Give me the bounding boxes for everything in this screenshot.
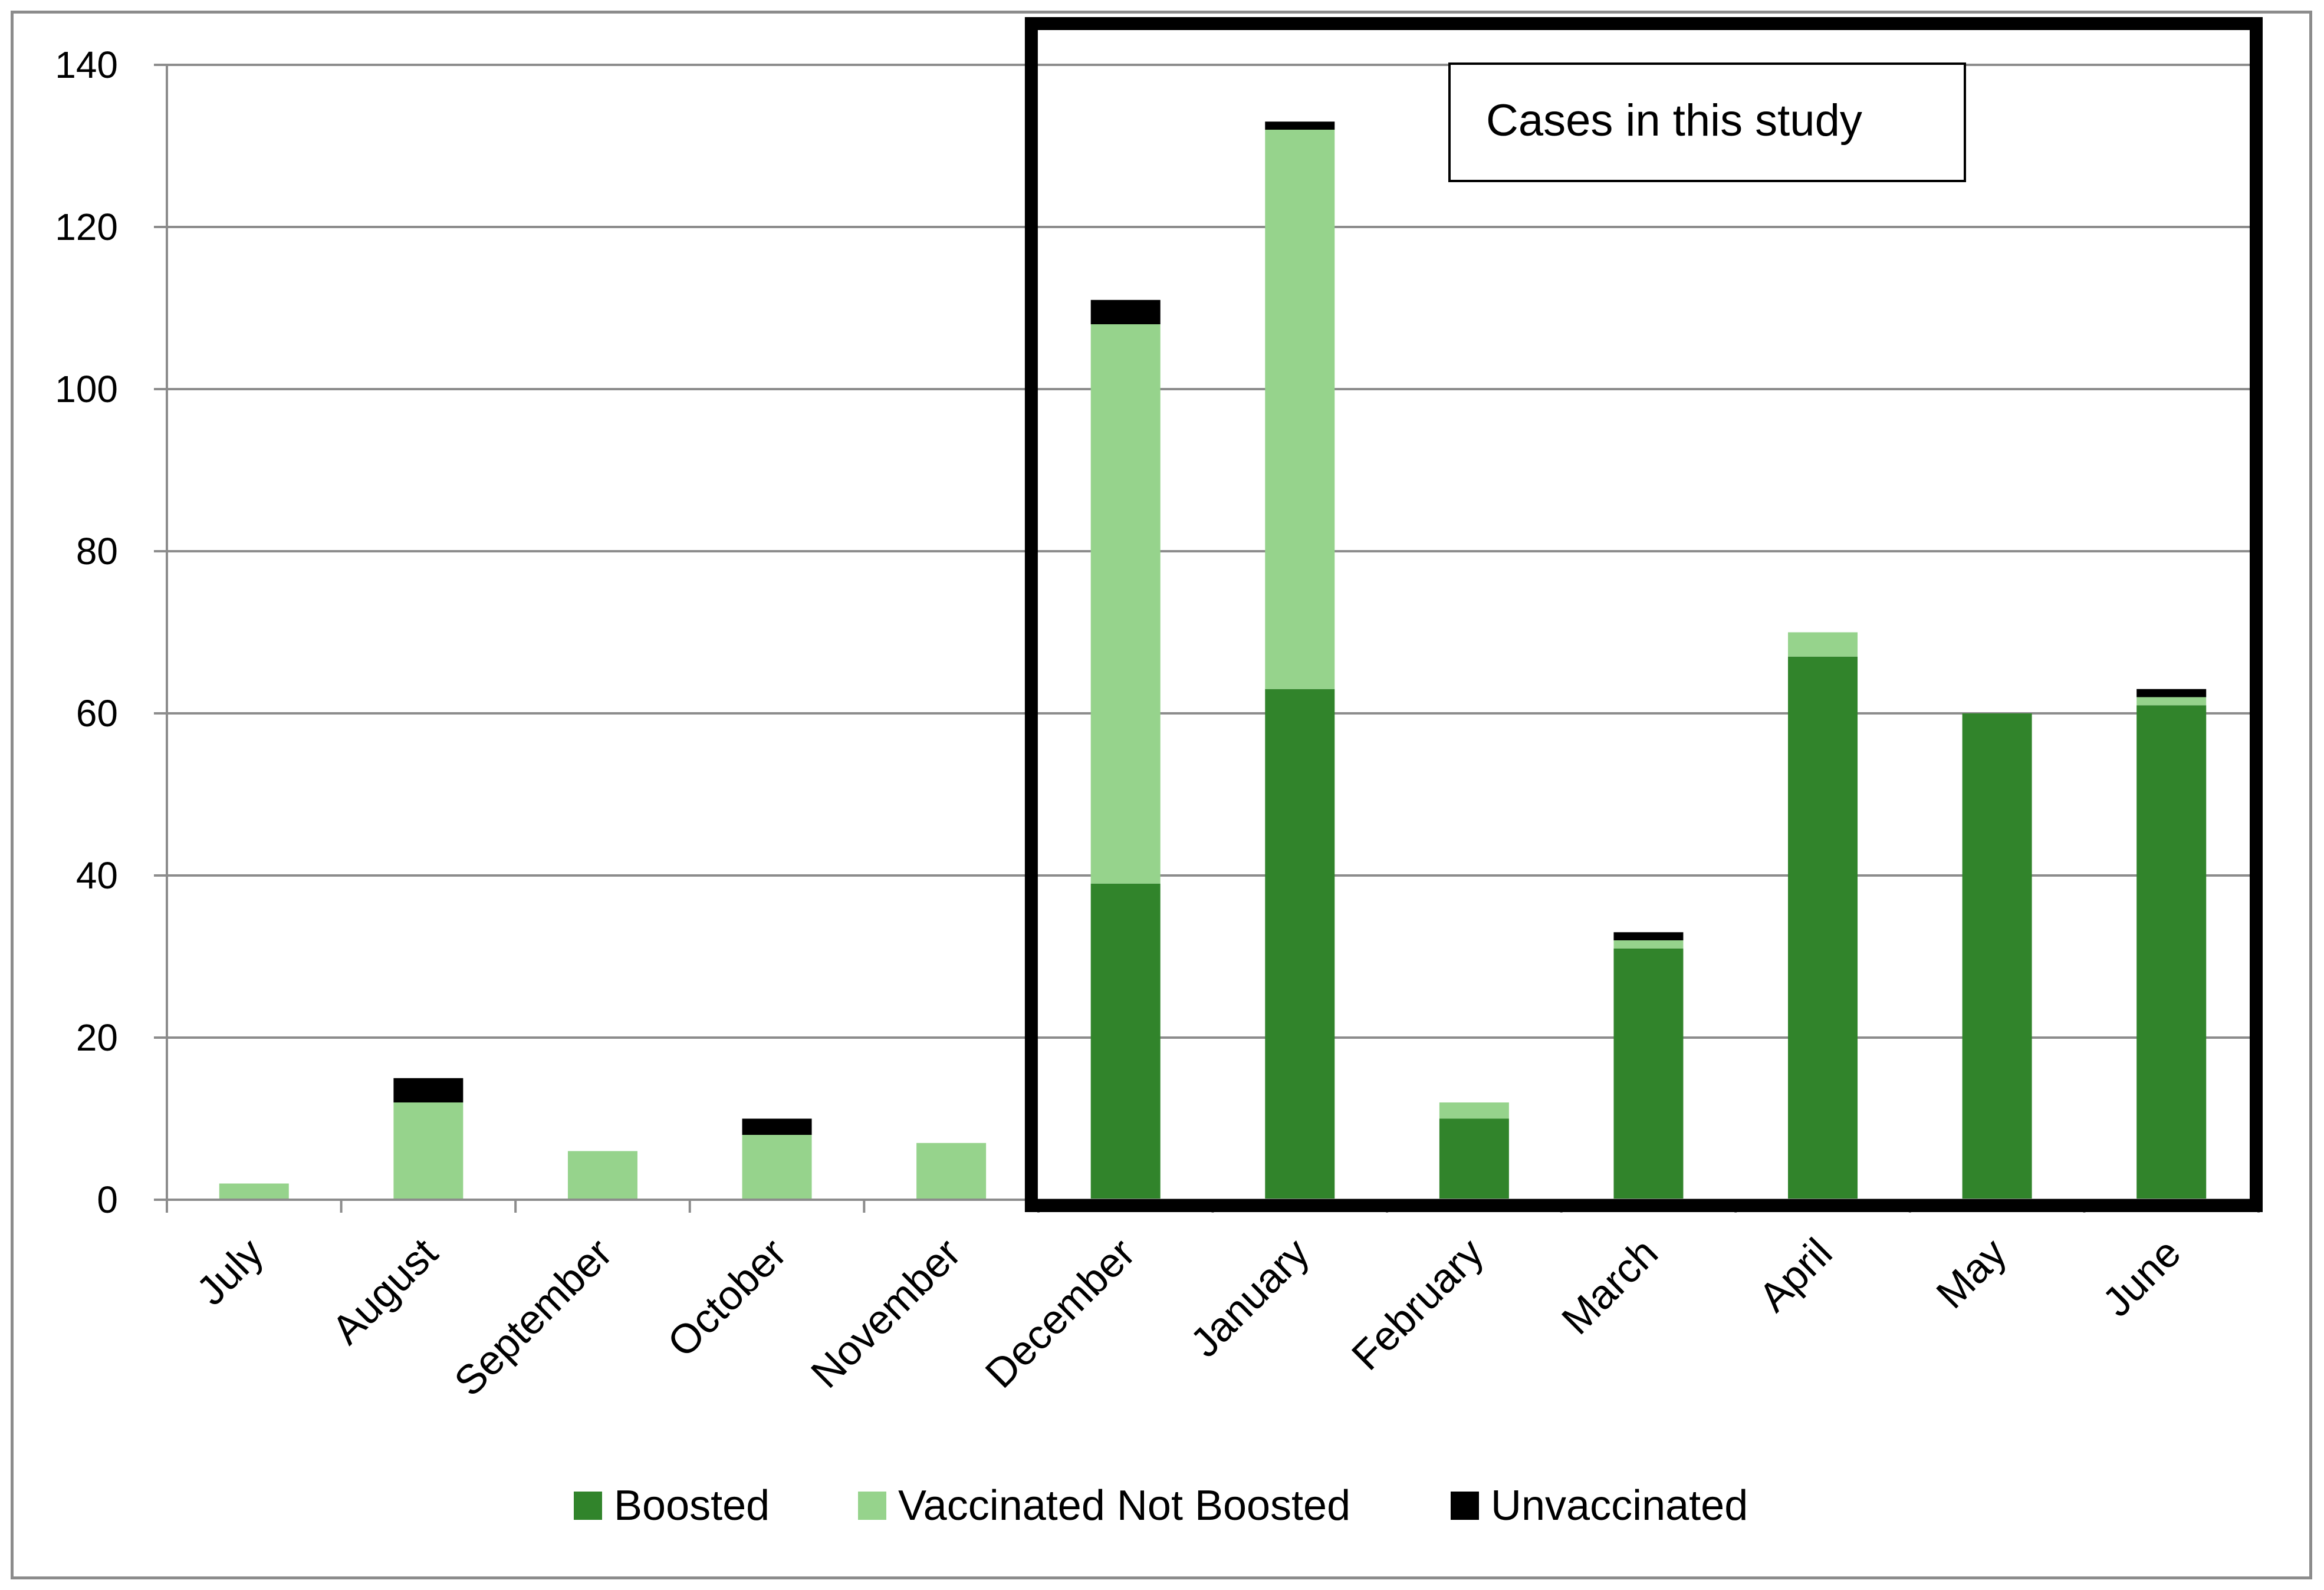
bar-unvaccinated-june [2136, 689, 2207, 697]
bar-vaccinated-not-boosted-september [567, 1151, 637, 1200]
bar-boosted-february [1439, 1118, 1509, 1200]
y-tick-label: 120 [55, 206, 118, 248]
bar-boosted-june [2136, 705, 2207, 1200]
y-tick-label: 140 [55, 44, 118, 86]
legend-swatch-vaccinated-not-boosted [858, 1492, 886, 1520]
x-tick-label-october: October [659, 1229, 795, 1365]
bar-vaccinated-not-boosted-january [1265, 130, 1335, 689]
y-tick-label: 100 [55, 368, 118, 410]
x-tick-label-november: November [802, 1229, 969, 1396]
x-tick-label-april: April [1750, 1229, 1840, 1320]
bars [219, 121, 2207, 1200]
x-tick-label-july: July [188, 1229, 272, 1314]
x-tick-label-march: March [1553, 1229, 1666, 1343]
bar-boosted-march [1613, 948, 1684, 1200]
study-highlight: Cases in this study [1024, 17, 2263, 1212]
x-tick-label-january: January [1182, 1229, 1318, 1365]
bar-vaccinated-not-boosted-february [1439, 1102, 1509, 1119]
x-tick-label-december: December [977, 1229, 1143, 1396]
chart-frame [11, 11, 2312, 1579]
bar-vaccinated-not-boosted-december [1090, 324, 1161, 884]
legend-swatch-boosted [574, 1492, 602, 1520]
legend-label-unvaccinated: Unvaccinated [1491, 1482, 1748, 1529]
bar-boosted-may [1962, 713, 2032, 1200]
y-tick-label: 40 [76, 854, 118, 897]
bar-vaccinated-not-boosted-august [393, 1102, 464, 1200]
annotation-box [1448, 62, 1966, 182]
gridlines [167, 64, 2259, 1039]
bar-vaccinated-not-boosted-july [219, 1183, 289, 1200]
bar-unvaccinated-december [1090, 299, 1161, 324]
bar-boosted-january [1265, 689, 1335, 1200]
x-tick-label-june: June [2093, 1229, 2189, 1325]
y-axis-ticks: 0 20 40 60 80 100 120 140 [55, 44, 168, 1221]
annotation-text: Cases in this study [1486, 96, 1862, 146]
bar-vaccinated-not-boosted-october [742, 1135, 812, 1200]
bar-vaccinated-not-boosted-march [1613, 940, 1684, 949]
legend-label-vaccinated-not-boosted: Vaccinated Not Boosted [898, 1482, 1350, 1529]
y-tick-label: 0 [97, 1178, 118, 1221]
bar-vaccinated-not-boosted-april [1788, 632, 1858, 657]
legend: Boosted Vaccinated Not Boosted Unvaccinate… [574, 1482, 1748, 1529]
x-tick-label-september: September [445, 1229, 620, 1404]
bar-unvaccinated-march [1613, 932, 1684, 940]
x-tick-label-february: February [1343, 1229, 1492, 1378]
bar-unvaccinated-january [1265, 121, 1335, 130]
bar-boosted-april [1788, 656, 1858, 1200]
bar-boosted-december [1090, 883, 1161, 1200]
y-tick-label: 80 [76, 530, 118, 572]
study-period-box [1024, 17, 2263, 1212]
y-tick-label: 60 [76, 692, 118, 735]
bar-vaccinated-not-boosted-november [916, 1143, 987, 1200]
y-tick-label: 20 [76, 1016, 118, 1059]
x-tick-label-august: August [323, 1229, 446, 1352]
bar-vaccinated-not-boosted-june [2136, 697, 2207, 706]
bar-unvaccinated-august [393, 1078, 464, 1102]
legend-label-boosted: Boosted [614, 1482, 770, 1529]
bar-unvaccinated-october [742, 1118, 812, 1135]
legend-swatch-unvaccinated [1451, 1492, 1479, 1520]
x-tick-label-may: May [1928, 1229, 2016, 1317]
